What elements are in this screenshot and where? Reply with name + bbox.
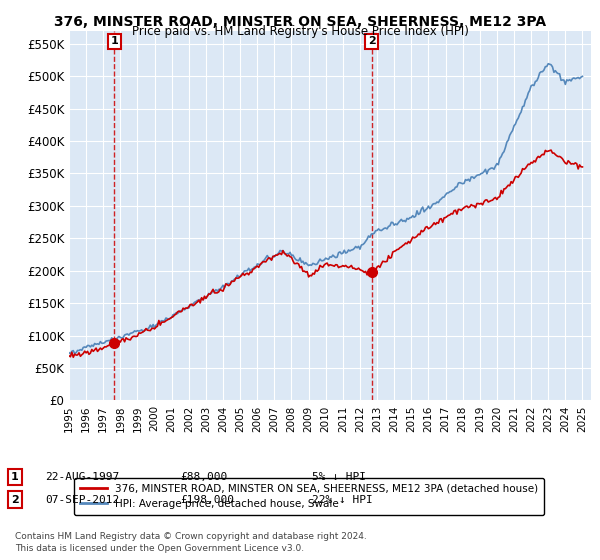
- Text: Price paid vs. HM Land Registry's House Price Index (HPI): Price paid vs. HM Land Registry's House …: [131, 25, 469, 38]
- Text: 22-AUG-1997: 22-AUG-1997: [45, 472, 119, 482]
- Text: 1: 1: [11, 472, 19, 482]
- Text: 2: 2: [368, 36, 376, 46]
- Legend: 376, MINSTER ROAD, MINSTER ON SEA, SHEERNESS, ME12 3PA (detached house), HPI: Av: 376, MINSTER ROAD, MINSTER ON SEA, SHEER…: [74, 478, 544, 515]
- Text: Contains HM Land Registry data © Crown copyright and database right 2024.
This d: Contains HM Land Registry data © Crown c…: [15, 533, 367, 553]
- Text: 2: 2: [11, 494, 19, 505]
- Text: 07-SEP-2012: 07-SEP-2012: [45, 494, 119, 505]
- Text: £88,000: £88,000: [180, 472, 227, 482]
- Text: 1: 1: [110, 36, 118, 46]
- Text: 22% ↓ HPI: 22% ↓ HPI: [312, 494, 373, 505]
- Text: 376, MINSTER ROAD, MINSTER ON SEA, SHEERNESS, ME12 3PA: 376, MINSTER ROAD, MINSTER ON SEA, SHEER…: [54, 15, 546, 29]
- Text: 5% ↓ HPI: 5% ↓ HPI: [312, 472, 366, 482]
- Text: £198,000: £198,000: [180, 494, 234, 505]
